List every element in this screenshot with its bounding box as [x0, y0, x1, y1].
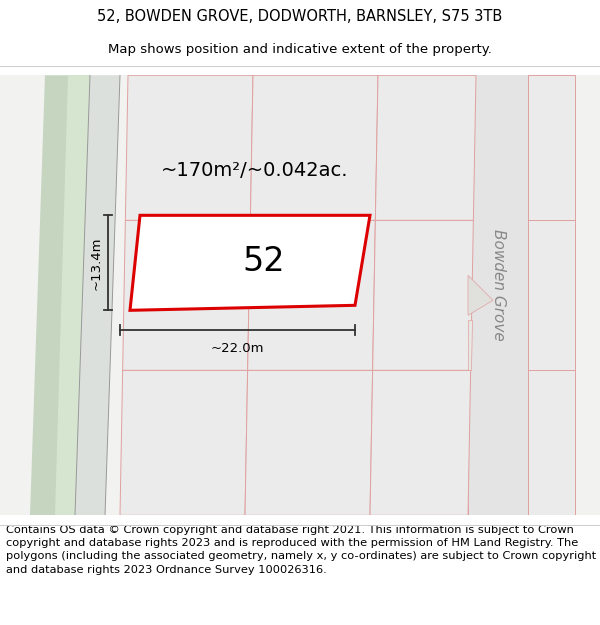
Polygon shape	[370, 370, 470, 515]
Polygon shape	[468, 320, 472, 370]
Polygon shape	[120, 370, 248, 515]
Text: Contains OS data © Crown copyright and database right 2021. This information is : Contains OS data © Crown copyright and d…	[6, 525, 596, 574]
Polygon shape	[376, 76, 476, 220]
Text: 52, BOWDEN GROVE, DODWORTH, BARNSLEY, S75 3TB: 52, BOWDEN GROVE, DODWORTH, BARNSLEY, S7…	[97, 9, 503, 24]
Text: ~170m²/~0.042ac.: ~170m²/~0.042ac.	[161, 161, 349, 180]
Polygon shape	[528, 370, 575, 515]
Text: Bowden Grove: Bowden Grove	[491, 229, 506, 341]
Polygon shape	[250, 76, 378, 220]
Polygon shape	[125, 76, 253, 220]
Polygon shape	[468, 275, 493, 315]
Polygon shape	[55, 76, 90, 515]
Text: 52: 52	[242, 245, 285, 278]
Polygon shape	[30, 76, 90, 515]
Polygon shape	[528, 220, 575, 370]
Polygon shape	[122, 220, 250, 370]
Text: ~22.0m: ~22.0m	[211, 342, 264, 355]
Polygon shape	[373, 220, 473, 370]
Polygon shape	[130, 215, 370, 310]
Polygon shape	[75, 76, 120, 515]
Text: ~13.4m: ~13.4m	[89, 236, 103, 289]
Polygon shape	[245, 370, 373, 515]
Polygon shape	[528, 76, 575, 220]
Text: Map shows position and indicative extent of the property.: Map shows position and indicative extent…	[108, 42, 492, 56]
Polygon shape	[248, 220, 376, 370]
Bar	[468, 76, 528, 515]
